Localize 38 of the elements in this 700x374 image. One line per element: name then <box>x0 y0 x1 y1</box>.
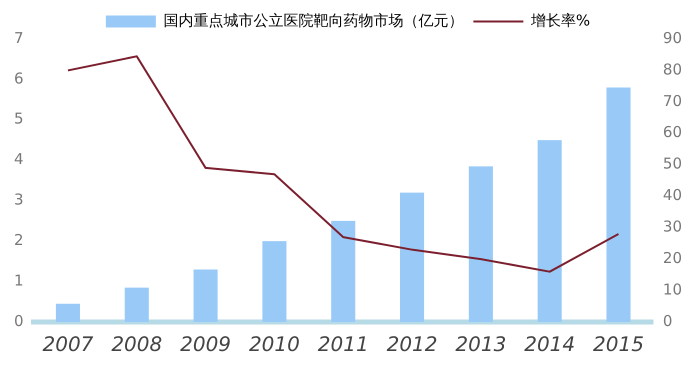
x-tick-label: 2009 <box>180 332 232 356</box>
bar <box>124 288 149 322</box>
bar <box>331 220 356 322</box>
y2-tick-label: 20 <box>662 249 682 267</box>
y-tick-label: 1 <box>14 271 24 290</box>
y2-tick-label: 90 <box>662 28 682 47</box>
bar <box>606 88 631 322</box>
bar <box>468 166 493 322</box>
bar <box>194 269 218 322</box>
x-tick-label: 2010 <box>248 332 300 356</box>
y-tick-label: 7 <box>14 28 24 47</box>
x-tick-label: 2014 <box>524 332 576 356</box>
y-tick-label: 3 <box>14 190 24 209</box>
legend-label: 增长率% <box>530 11 590 30</box>
y2-tick-label: 60 <box>662 123 682 142</box>
y2-tick-label: 40 <box>662 186 682 204</box>
y2-tick-label: 70 <box>662 92 682 110</box>
x-tick-label: 2013 <box>455 332 506 356</box>
bar <box>56 304 80 322</box>
legend-label: 国内重点城市公立医院靶向药物市场（亿元） <box>163 11 464 30</box>
x-tick-label: 2007 <box>42 332 94 356</box>
y-tick-label: 4 <box>14 150 24 168</box>
y-tick-label: 2 <box>14 231 24 250</box>
x-tick-label: 2012 <box>386 332 438 356</box>
bar <box>400 192 424 322</box>
y-tick-label: 5 <box>14 110 24 128</box>
y2-tick-label: 30 <box>662 218 682 236</box>
y-tick-label: 0 <box>14 312 24 330</box>
x-tick-label: 2015 <box>593 332 644 356</box>
y2-tick-label: 0 <box>662 312 672 330</box>
y2-tick-label: 50 <box>662 154 682 173</box>
bar <box>538 140 562 322</box>
y2-tick-label: 80 <box>662 60 682 78</box>
x-tick-label: 2008 <box>111 332 162 356</box>
bar <box>262 241 286 322</box>
y2-tick-label: 10 <box>662 280 682 298</box>
y-tick-label: 6 <box>14 69 24 88</box>
x-tick-label: 2011 <box>318 332 369 356</box>
